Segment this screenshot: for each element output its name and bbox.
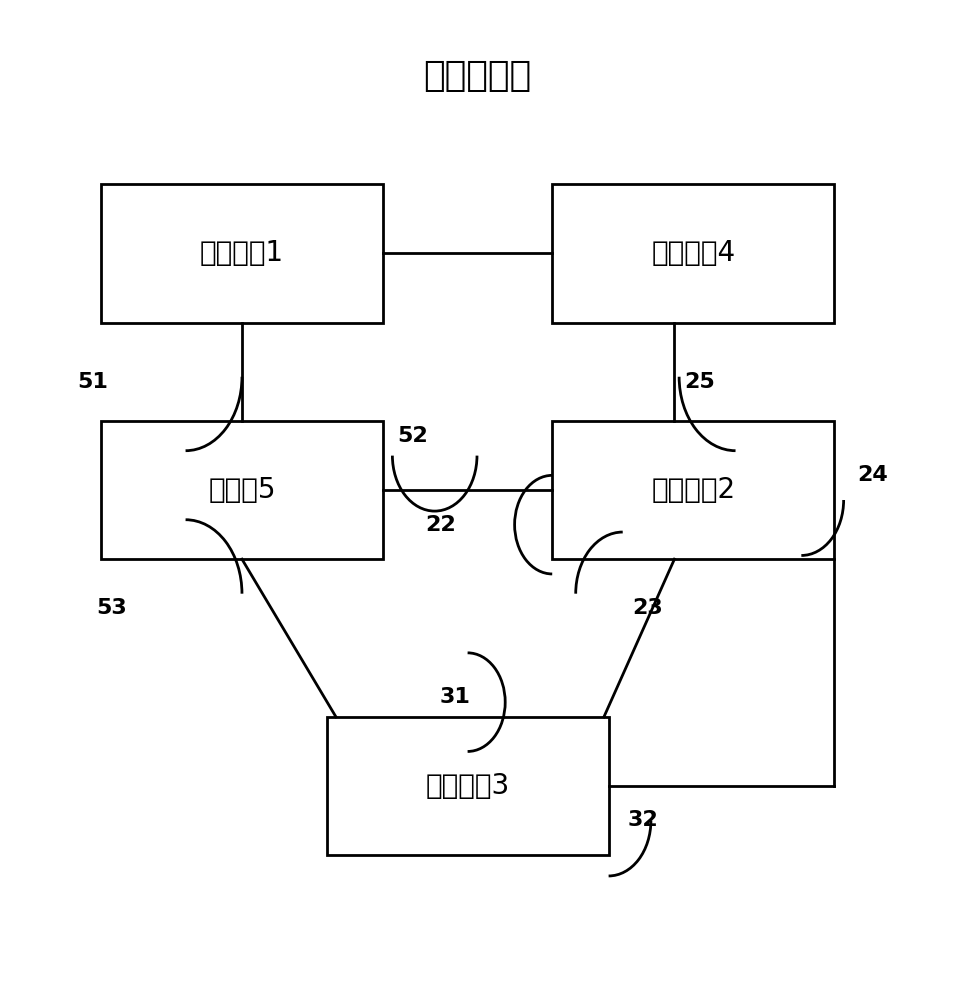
FancyBboxPatch shape — [101, 421, 382, 559]
Text: 回热设备2: 回热设备2 — [651, 476, 735, 504]
Text: 53: 53 — [96, 598, 127, 618]
Text: 32: 32 — [627, 810, 658, 830]
FancyBboxPatch shape — [552, 421, 833, 559]
FancyBboxPatch shape — [101, 184, 382, 322]
Text: 气源设备1: 气源设备1 — [200, 239, 284, 267]
Text: 51: 51 — [77, 372, 109, 392]
FancyBboxPatch shape — [552, 184, 833, 322]
Text: 31: 31 — [439, 687, 470, 707]
Text: 试验设备3: 试验设备3 — [425, 772, 509, 800]
Text: 24: 24 — [857, 465, 887, 485]
Text: 22: 22 — [425, 515, 456, 535]
Text: 燃烧试验台: 燃烧试验台 — [422, 59, 531, 93]
Text: 25: 25 — [683, 372, 714, 392]
Text: 控制阀5: 控制阀5 — [208, 476, 275, 504]
Text: 52: 52 — [396, 426, 427, 446]
Text: 排气设备4: 排气设备4 — [651, 239, 735, 267]
FancyBboxPatch shape — [326, 717, 608, 855]
Text: 23: 23 — [632, 598, 662, 618]
